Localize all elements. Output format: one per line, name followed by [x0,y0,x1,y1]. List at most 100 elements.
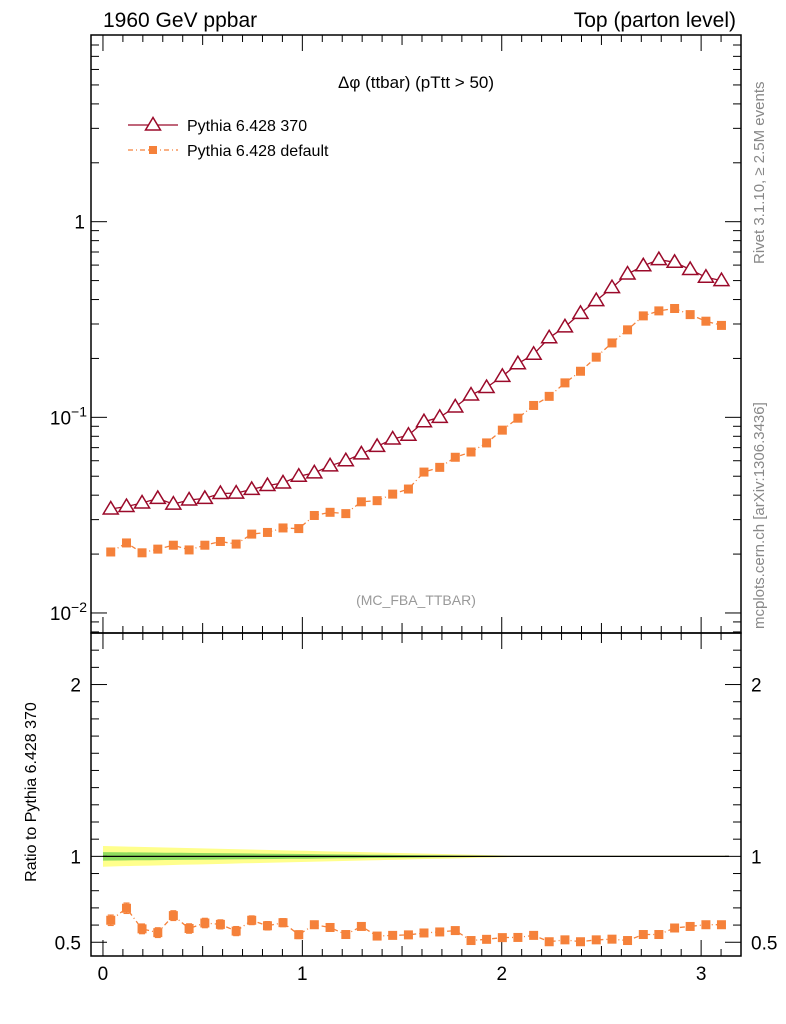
data-point-370 [305,463,324,479]
legend-marker-default [149,146,157,154]
ratio-ytick-label: 2 [70,676,81,697]
main-title: Δφ (ttbar) (pTtt > 50) [338,73,494,92]
ratio-frame [90,632,742,957]
data-point-default [607,338,617,348]
ratio-data-point [654,930,664,940]
ratio-data-point [231,926,241,936]
data-point-default [106,547,116,557]
data-point-370 [258,476,277,492]
data-point-370 [681,260,699,276]
ratio-xtick-label: 2 [496,964,507,985]
ratio-xtick-label: 1 [297,964,308,985]
data-point-default [262,527,272,537]
data-point-370 [462,386,480,401]
data-point-370 [399,426,418,441]
data-point-default [200,540,210,550]
data-point-default [450,452,460,462]
data-point-default [654,306,664,316]
data-point-370 [180,491,198,506]
data-point-370 [665,253,684,269]
ratio-data-point [544,937,554,947]
ratio-data-point [325,922,335,932]
ratio-data-point [215,919,225,929]
data-point-370 [634,256,653,272]
ratio-data-point [200,918,210,928]
data-point-370 [603,278,621,294]
data-point-370 [242,480,261,496]
ratio-data-point [670,923,680,933]
ratio-data-point [529,930,539,940]
ratio-data-point [497,933,507,943]
data-point-default [294,524,304,534]
series-line-0 [110,258,722,510]
data-point-default [497,425,507,435]
ratio-data-point [153,928,163,938]
ratio-data-point [623,936,633,946]
ratio-data-point [106,915,116,925]
ratio-data-point [638,930,648,940]
ratio-plot-panel: 0.5 0.5 1 1 2 2 0 1 2 3 Ratio to Pythia 6.428 370 [23,632,777,985]
data-point-default [137,548,147,558]
data-point-default [716,320,726,330]
ratio-data-point [294,930,304,940]
ratio-xtick-label: 3 [696,964,707,985]
data-point-default [623,325,633,335]
data-point-370 [227,484,245,499]
data-point-370 [415,412,433,428]
data-point-370 [493,367,512,383]
data-point-370 [133,494,151,509]
data-point-default [670,303,680,313]
data-point-default [215,536,225,546]
data-point-370 [274,473,292,489]
data-point-default [544,391,554,401]
ratio-data-point [419,928,429,938]
data-point-370 [430,408,449,424]
data-point-370 [289,467,308,482]
data-point-default [560,378,570,388]
data-point-default [247,529,257,539]
data-point-default [403,484,413,494]
data-point-default [591,352,601,362]
ratio-data-point [591,935,601,945]
ratio-data-point [309,920,319,930]
ratio-data-point [513,932,523,942]
ratio-ytick-label-right: 0.5 [751,933,777,954]
data-point-370 [321,456,339,472]
ratio-xtick-label: 0 [98,964,109,985]
data-point-370 [101,500,120,515]
main-axis-ticks: 10−2 10−1 1 [50,34,742,633]
ratio-reference-band [102,846,730,867]
data-point-370 [650,250,668,266]
data-point-370 [117,497,136,513]
ratio-data-point [716,920,726,930]
data-point-370 [368,437,386,453]
data-point-370 [712,271,731,287]
data-point-370 [148,489,167,505]
ratio-ytick-label: 0.5 [55,933,81,954]
ratio-data-point [121,903,131,913]
ratio-data-point [341,930,351,940]
series-line-1 [110,307,722,554]
data-point-default [184,545,194,555]
header-left: 1960 GeV ppbar [103,9,257,32]
mcplots-label: mcplots.cern.ch [arXiv:1306.3436] [751,402,768,629]
ratio-data-point [184,924,194,934]
data-point-370 [336,451,355,467]
data-point-370 [697,268,715,284]
ratio-data-point [262,921,272,931]
main-ytick-label: 10−2 [50,599,87,625]
main-series-layer [101,250,731,558]
data-point-370 [571,304,590,320]
data-point-370 [446,397,465,413]
data-point-default [701,316,711,326]
data-point-default [153,544,163,554]
main-ytick-label: 1 [74,213,85,234]
data-point-370 [509,354,527,370]
data-point-370 [352,444,371,460]
data-point-default [482,438,492,448]
ratio-data-point [560,935,570,945]
data-point-default [309,510,319,520]
ratio-data-point [403,930,413,940]
main-plot-panel: 10−2 10−1 1 Δφ (ttbar) (pTtt > 50) (MC_FBA… [50,34,742,634]
